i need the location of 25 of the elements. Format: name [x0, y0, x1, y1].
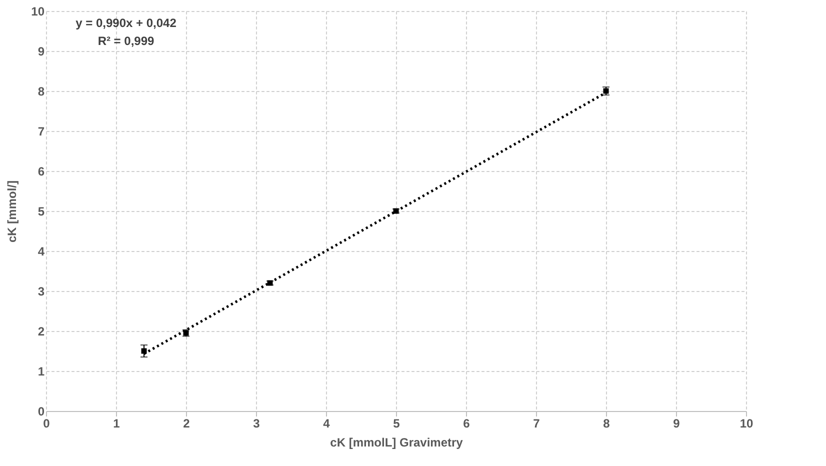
y-tick-label: 2 — [38, 324, 45, 338]
y-axis-title: cK [mmol/] — [5, 180, 20, 243]
y-tick-label: 1 — [38, 364, 45, 378]
x-tick-label: 2 — [183, 416, 190, 430]
y-tick-label: 3 — [38, 284, 45, 298]
y-tick-label: 4 — [38, 244, 45, 258]
annotation: y = 0,990x + 0,042 — [76, 16, 177, 30]
x-tick-label: 9 — [673, 416, 680, 430]
x-tick-label: 4 — [323, 416, 330, 430]
x-tick-label: 6 — [463, 416, 470, 430]
y-tick-label: 9 — [38, 44, 45, 58]
x-tick-label: 10 — [740, 416, 754, 430]
x-tick-label: 7 — [533, 416, 540, 430]
x-tick-label: 8 — [603, 416, 610, 430]
y-tick-label: 10 — [31, 4, 45, 18]
y-tick-label: 0 — [38, 404, 45, 418]
x-tick-label: 5 — [393, 416, 400, 430]
y-tick-label: 6 — [38, 164, 45, 178]
x-tick-label: 3 — [253, 416, 260, 430]
x-tick-label: 1 — [113, 416, 120, 430]
y-tick-label: 7 — [38, 124, 45, 138]
y-tick-label: 8 — [38, 84, 45, 98]
x-axis-title: cK [mmolL] Gravimetry — [330, 436, 464, 450]
annotation: R² = 0,999 — [98, 34, 155, 48]
y-tick-label: 5 — [38, 204, 45, 218]
